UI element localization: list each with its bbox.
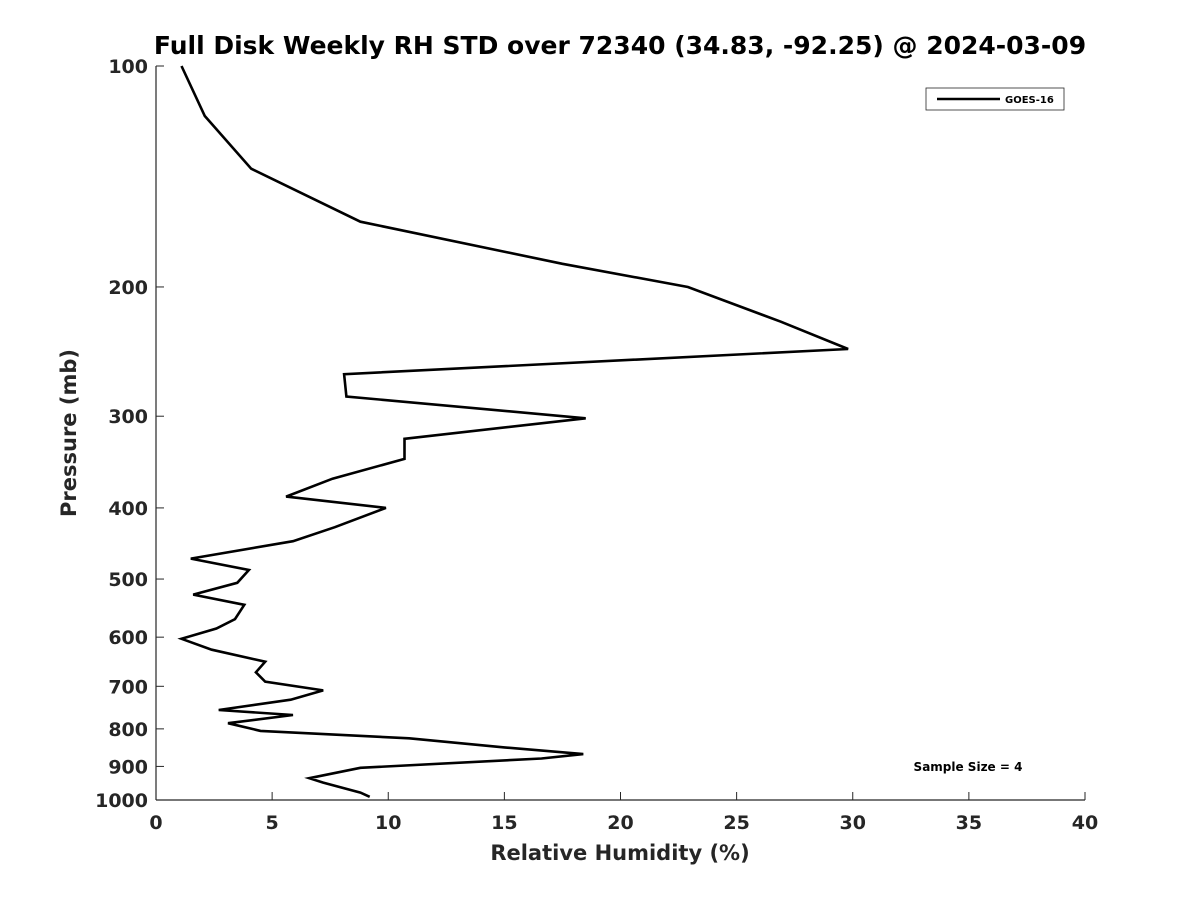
- x-axis-label: Relative Humidity (%): [490, 841, 749, 865]
- y-tick-label: 900: [108, 756, 148, 778]
- plot-axes: [155, 66, 1085, 801]
- x-tick-label: 25: [723, 812, 749, 834]
- x-axis-ticks: 0 5 10 15 20 25 30 35 40: [149, 792, 1098, 834]
- y-tick-label: 1000: [95, 790, 148, 812]
- x-tick-label: 10: [375, 812, 401, 834]
- y-axis-ticks: 100 200 300 400 500 600 700 800 900 1000: [95, 56, 164, 812]
- y-tick-label: 200: [108, 277, 148, 299]
- legend: GOES-16: [925, 87, 1065, 111]
- data-series-group: [177, 65, 849, 798]
- x-tick-label: 0: [149, 812, 162, 834]
- y-tick-label: 500: [108, 569, 148, 591]
- y-tick-label: 300: [108, 406, 148, 428]
- y-tick-label: 700: [108, 676, 148, 698]
- x-tick-label: 15: [491, 812, 517, 834]
- x-tick-label: 40: [1072, 812, 1098, 834]
- x-tick-label: 35: [956, 812, 982, 834]
- chart-title: Full Disk Weekly RH STD over 72340 (34.8…: [154, 31, 1086, 60]
- x-tick-label: 20: [607, 812, 633, 834]
- y-tick-label: 800: [108, 719, 148, 741]
- x-tick-label: 30: [840, 812, 866, 834]
- y-axis-label: Pressure (mb): [57, 349, 81, 517]
- series-line-goes-16: [177, 65, 849, 798]
- y-tick-label: 600: [108, 627, 148, 649]
- y-tick-label: 100: [108, 56, 148, 78]
- y-tick-label: 400: [108, 498, 148, 520]
- sample-size-annotation: Sample Size = 4: [914, 760, 1023, 774]
- legend-label: GOES-16: [1005, 95, 1054, 106]
- x-tick-label: 5: [266, 812, 279, 834]
